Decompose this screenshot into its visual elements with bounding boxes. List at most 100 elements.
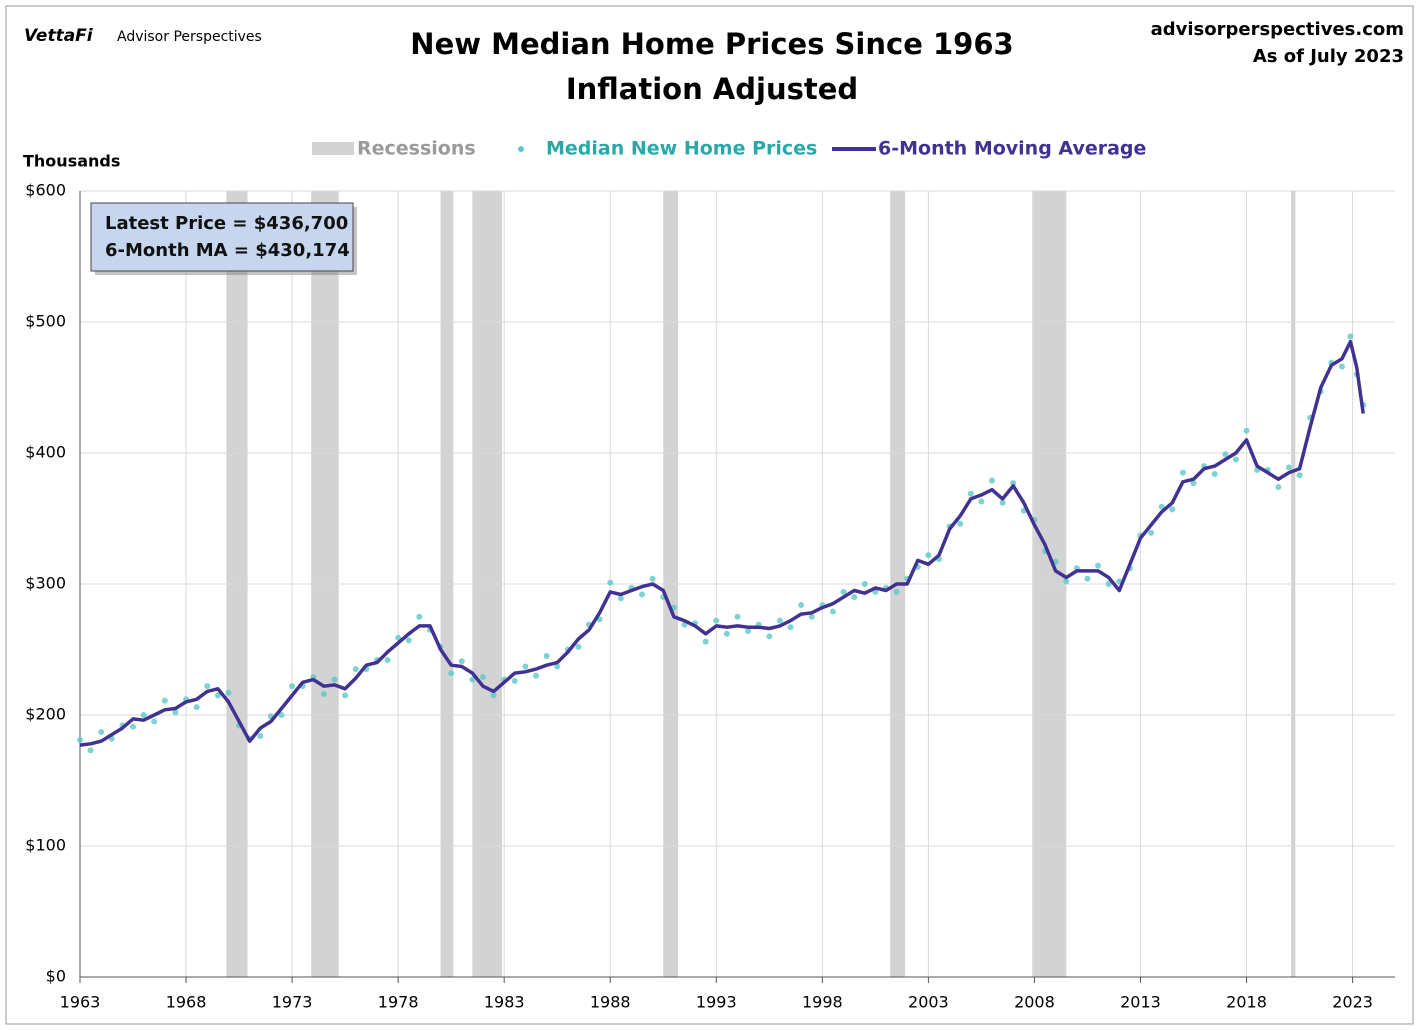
data-point (320, 691, 327, 698)
annotation-text: Latest Price = $436,700 (105, 213, 348, 234)
data-point (861, 581, 868, 587)
annotation-box (90, 202, 354, 272)
legend-label: Median New Home Prices (546, 138, 817, 160)
x-tick-label: 1983 (484, 993, 525, 1012)
data-point (734, 613, 741, 620)
data-point (87, 747, 94, 754)
data-point (1179, 469, 1186, 476)
chart-subtitle: Inflation Adjusted (566, 72, 858, 106)
moving-average-line (79, 339, 1365, 747)
data-point (702, 638, 709, 645)
data-point (342, 692, 349, 699)
x-tick-label: 1973 (272, 993, 313, 1012)
data-point (384, 656, 391, 663)
data-point (1063, 578, 1070, 585)
data-point (395, 634, 402, 641)
data-point (840, 588, 847, 595)
data-point (130, 723, 137, 730)
data-point (331, 676, 338, 683)
data-point (723, 630, 730, 637)
data-point (490, 692, 497, 699)
x-tick-label: 1993 (696, 993, 737, 1012)
data-point (533, 672, 540, 679)
data-point (1275, 484, 1282, 491)
brand-name: Advisor Perspectives (117, 29, 262, 45)
data-point (808, 613, 815, 620)
data-point (416, 613, 423, 620)
data-point (1169, 506, 1176, 513)
x-tick-label: 2003 (908, 993, 949, 1012)
y-tick-label: $200 (25, 705, 66, 724)
data-point (893, 588, 900, 595)
x-tick-label: 2023 (1332, 993, 1373, 1012)
data-point (787, 624, 794, 631)
data-point (649, 575, 656, 582)
data-point (1190, 480, 1197, 487)
data-point (479, 674, 486, 681)
data-point (1148, 529, 1155, 536)
legend-swatch (312, 142, 354, 155)
data-point (225, 689, 232, 696)
data-point (798, 601, 805, 608)
x-tick-label: 1978 (378, 993, 419, 1012)
y-tick-label: $400 (25, 443, 66, 462)
data-point (469, 676, 476, 683)
data-point (1285, 464, 1292, 471)
data-point (1243, 427, 1250, 434)
data-point (967, 490, 974, 497)
y-tick-label: $0 (46, 967, 66, 986)
x-tick-label: 1998 (802, 993, 843, 1012)
legend-label: Recessions (357, 138, 476, 160)
data-point (1211, 470, 1218, 477)
data-point (1347, 333, 1354, 340)
data-point (1296, 472, 1303, 479)
data-point (925, 552, 932, 559)
x-tick-label: 1988 (590, 993, 631, 1012)
data-point (1158, 503, 1165, 510)
data-point (1084, 575, 1091, 582)
as-of: As of July 2023 (1253, 46, 1404, 67)
data-point (289, 683, 296, 690)
data-point (448, 670, 455, 677)
y-tick-label: $600 (25, 181, 66, 200)
data-point (1010, 480, 1017, 487)
data-point (204, 683, 211, 690)
data-point (151, 718, 158, 725)
data-point (1222, 451, 1229, 458)
data-point (617, 595, 624, 602)
chart-title: New Median Home Prices Since 1963 (410, 27, 1013, 61)
data-point (745, 628, 752, 635)
data-point (575, 643, 582, 650)
data-point (978, 498, 985, 505)
data-point (554, 663, 561, 670)
data-point (522, 663, 529, 670)
annotation-text: 6-Month MA = $430,174 (105, 240, 350, 261)
data-point (352, 666, 359, 673)
data-point (851, 594, 858, 601)
x-tick-label: 2013 (1120, 993, 1161, 1012)
data-point (607, 579, 614, 586)
y-tick-label: $300 (25, 574, 66, 593)
data-point (766, 633, 773, 640)
data-point (405, 637, 412, 644)
y-tick-label: $100 (25, 836, 66, 855)
legend-label: 6-Month Moving Average (878, 138, 1146, 160)
data-point (1105, 581, 1112, 587)
x-tick-label: 2008 (1014, 993, 1055, 1012)
source: advisorperspectives.com (1151, 19, 1404, 40)
x-tick-label: 1963 (60, 993, 101, 1012)
data-point (193, 704, 200, 711)
data-point (999, 499, 1006, 506)
data-point (458, 658, 465, 665)
data-point (776, 617, 783, 624)
data-point (639, 591, 646, 598)
data-point (829, 608, 836, 615)
data-point (1095, 562, 1102, 569)
data-point (543, 653, 550, 660)
logo: VettaFi (24, 26, 94, 46)
data-point (278, 712, 285, 718)
data-point (98, 729, 105, 736)
data-point (172, 709, 179, 716)
